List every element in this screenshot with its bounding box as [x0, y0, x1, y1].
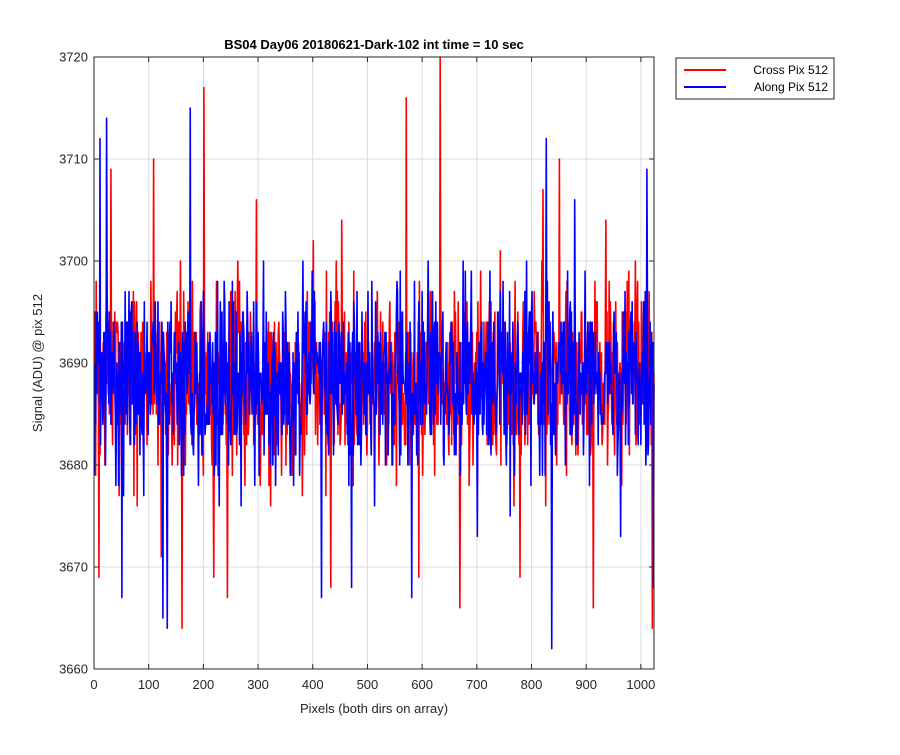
legend[interactable]: Cross Pix 512 Along Pix 512	[675, 57, 835, 100]
x-tick-label: 500	[357, 677, 379, 692]
x-tick-label: 700	[466, 677, 488, 692]
y-tick-label: 3660	[59, 662, 88, 677]
x-tick-label: 800	[521, 677, 543, 692]
x-tick-label: 0	[90, 677, 97, 692]
chart-title: BS04 Day06 20180621-Dark-102 int time = …	[224, 37, 524, 52]
x-tick-label: 900	[575, 677, 597, 692]
y-tick-label: 3720	[59, 50, 88, 65]
y-tick-label: 3700	[59, 254, 88, 269]
x-tick-label: 100	[138, 677, 160, 692]
legend-label-along: Along Pix 512	[754, 80, 828, 94]
series-line-along-pix-512	[93, 107, 655, 650]
series-layer	[93, 56, 655, 650]
x-axis-label: Pixels (both dirs on array)	[300, 701, 448, 716]
y-axis-label: Signal (ADU) @ pix 512	[30, 294, 45, 432]
y-tick-label: 3710	[59, 152, 88, 167]
x-tick-label: 200	[193, 677, 215, 692]
axis-ticks: 0 100 200 300 400 500 600 700 800 900 1000 3660 3670…	[59, 50, 655, 693]
y-tick-label: 3670	[59, 560, 88, 575]
x-tick-label: 300	[247, 677, 269, 692]
x-tick-label: 600	[411, 677, 433, 692]
x-tick-label: 1000	[626, 677, 655, 692]
plot-area: 0 100 200 300 400 500 600 700 800 900 1000 3660 3670…	[59, 50, 655, 693]
legend-label-cross: Cross Pix 512	[753, 63, 828, 77]
x-tick-label: 400	[302, 677, 324, 692]
y-tick-label: 3690	[59, 356, 88, 371]
legend-box	[675, 57, 835, 100]
y-tick-label: 3680	[59, 458, 88, 473]
